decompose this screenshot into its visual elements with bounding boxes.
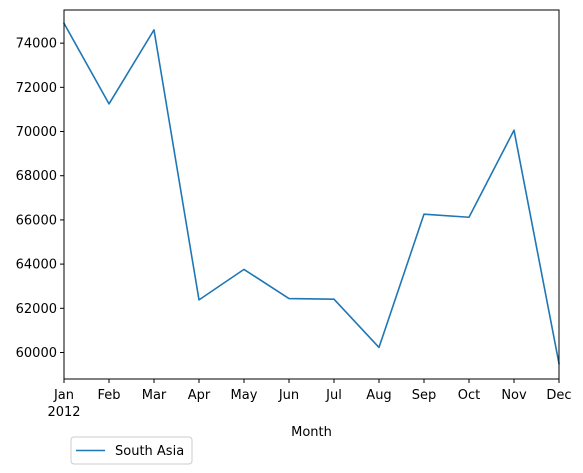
x-tick-label: Aug — [366, 388, 391, 403]
y-axis-ticks: 60000 62000 64000 66000 68000 70000 72000 74000 — [16, 37, 64, 361]
plot-frame — [63, 9, 560, 380]
x-tick-label: Feb — [97, 388, 120, 403]
y-tick-label: 72000 — [16, 81, 57, 96]
x-tick-label: May — [231, 388, 258, 403]
series-line-south-asia — [62, 22, 560, 365]
x-tick-label: Dec — [546, 388, 571, 403]
x-axis-year-label: 2012 — [47, 405, 80, 420]
x-tick-label: Nov — [501, 388, 527, 403]
y-tick-label: 66000 — [16, 213, 57, 228]
x-tick-label: Apr — [188, 388, 211, 403]
legend: South Asia — [70, 436, 193, 465]
y-tick-label: 68000 — [16, 169, 57, 184]
y-tick-label: 74000 — [16, 37, 57, 52]
legend-box — [70, 436, 193, 465]
x-axis-ticks: Jan Feb Mar Apr May Jun Jul Aug Sep Oct Nov Dec — [53, 379, 572, 403]
x-tick-label: Jul — [325, 388, 342, 403]
y-tick-label: 60000 — [16, 346, 57, 361]
x-tick-label: Oct — [458, 388, 480, 403]
x-tick-label: Mar — [142, 388, 167, 403]
legend-label-south-asia: South Asia — [115, 444, 184, 459]
y-tick-label: 62000 — [16, 302, 57, 317]
x-tick-label: Sep — [412, 388, 437, 403]
x-tick-label: Jun — [278, 388, 299, 403]
y-tick-label: 70000 — [16, 125, 57, 140]
y-tick-label: 64000 — [16, 258, 57, 273]
x-axis-label: Month — [291, 425, 332, 440]
x-tick-label: Jan — [53, 388, 74, 403]
